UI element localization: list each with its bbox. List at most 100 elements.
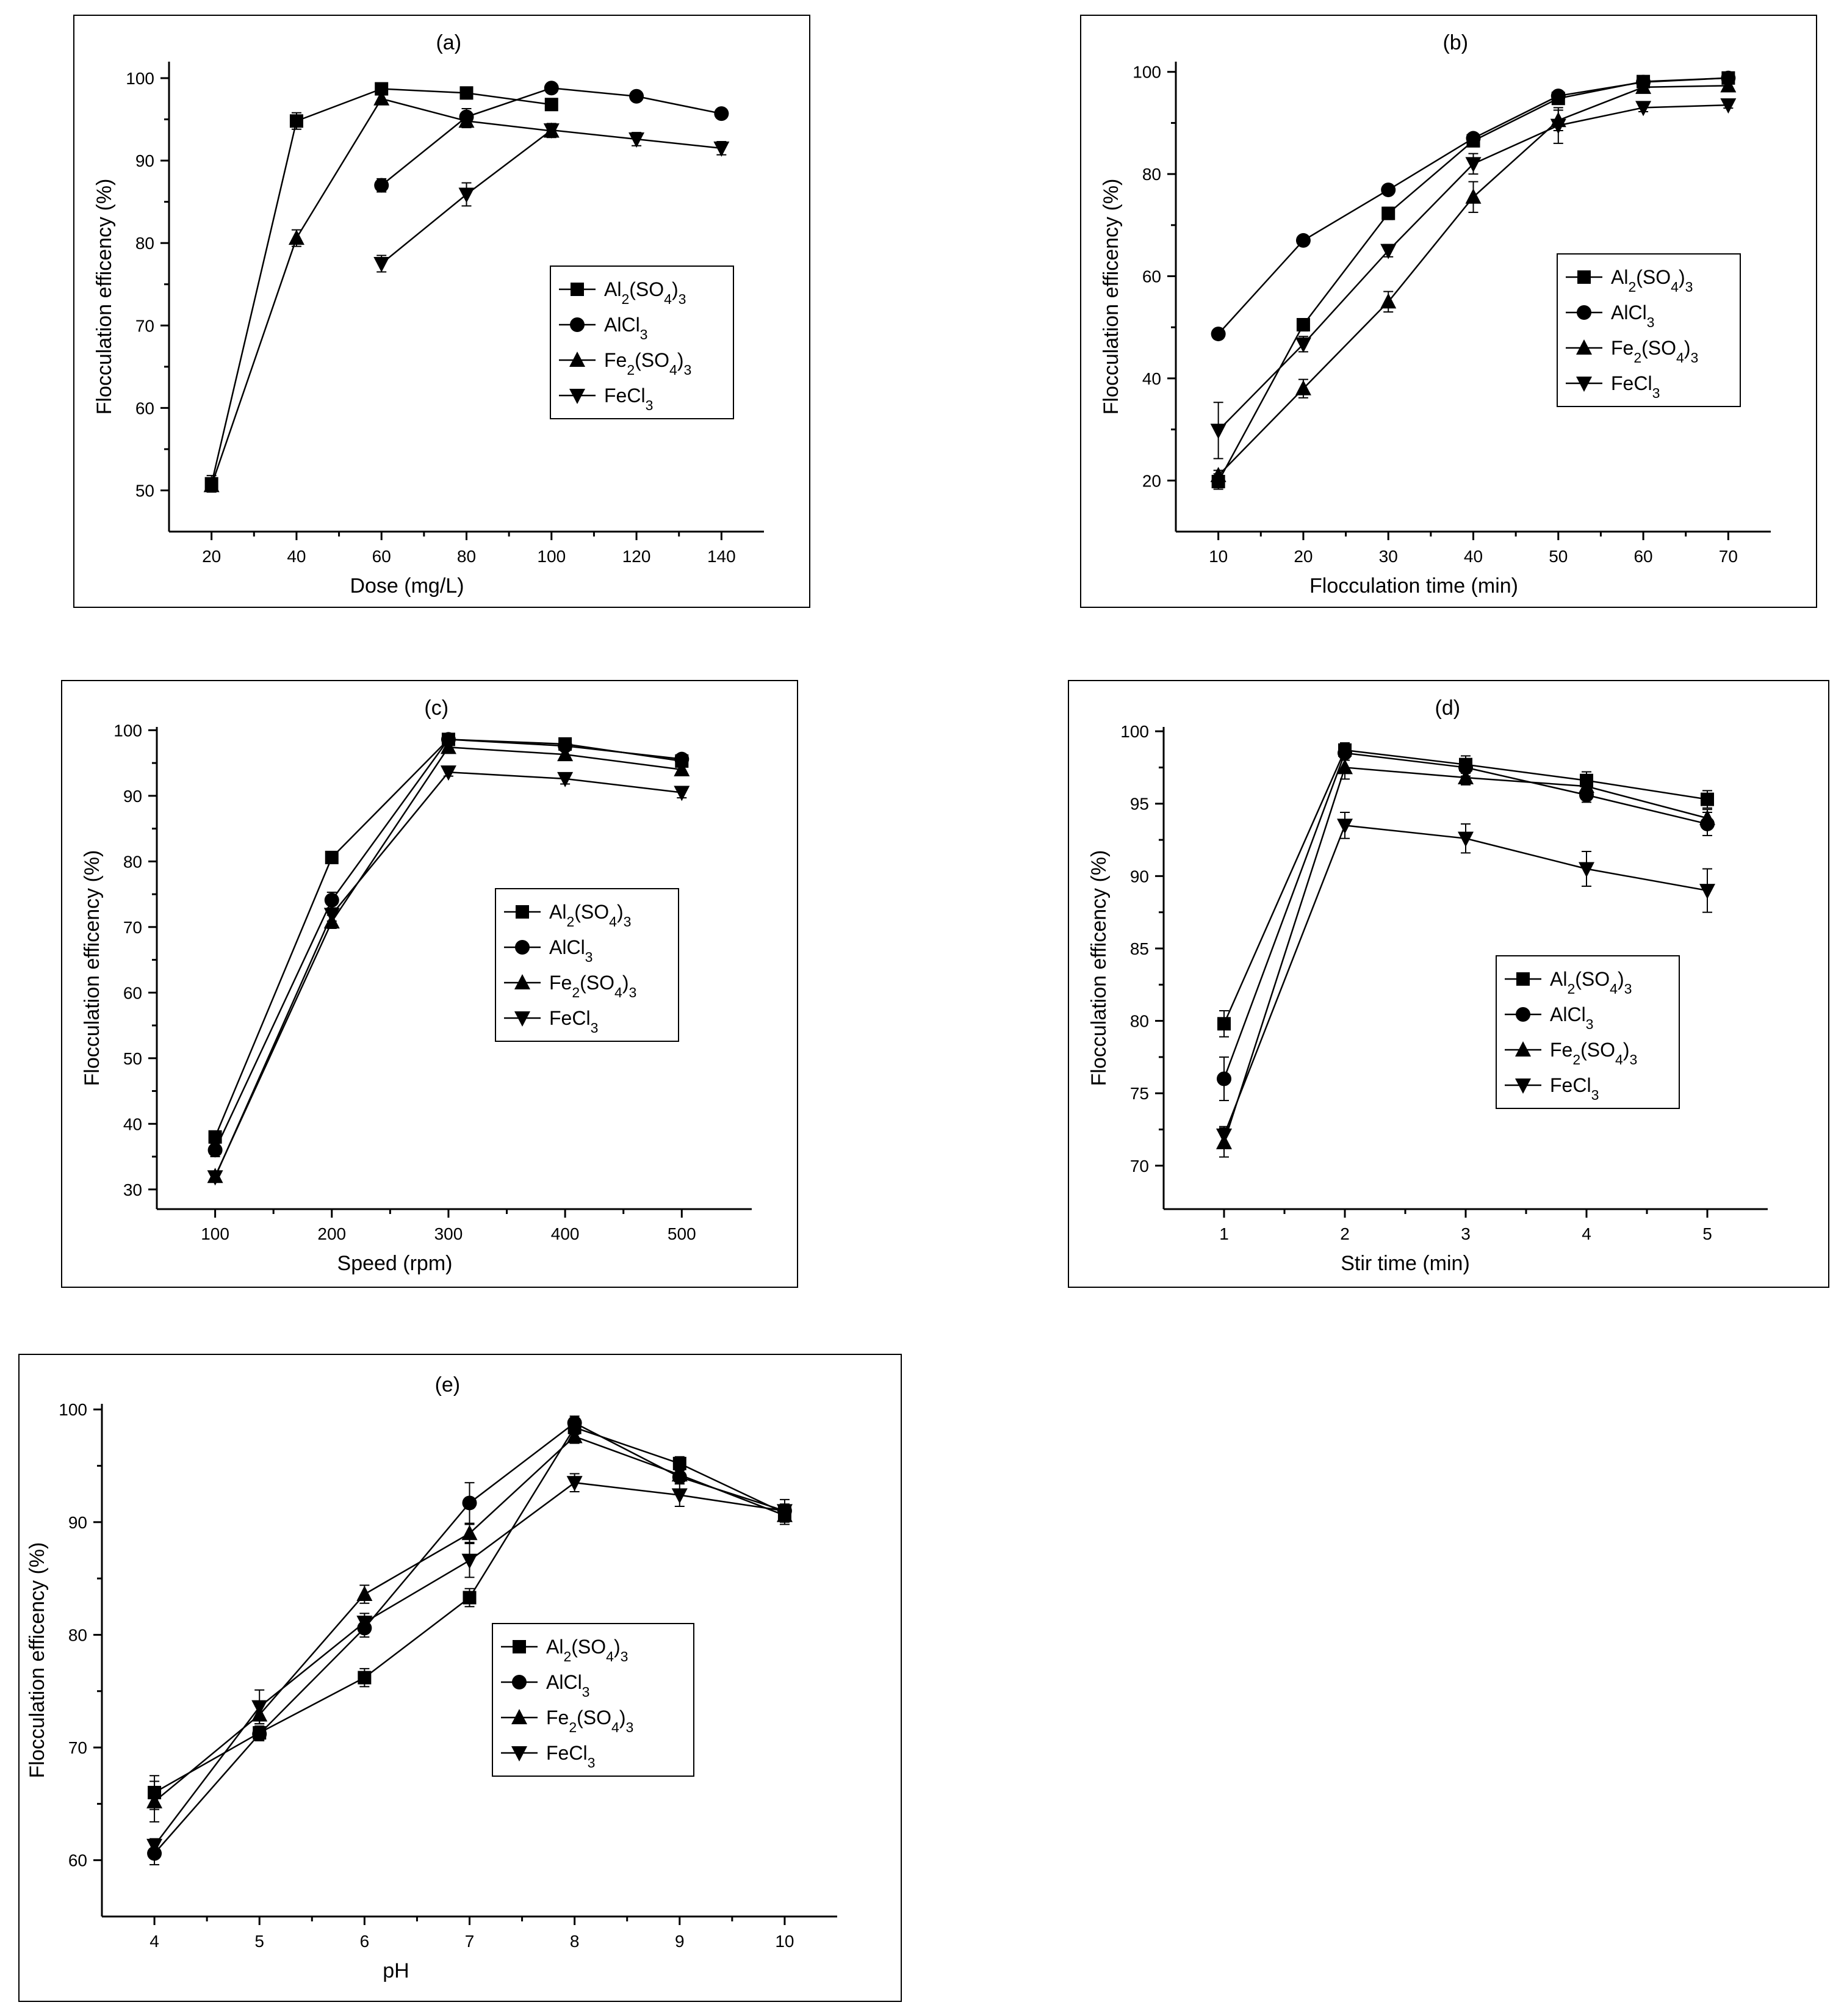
legend-marker: [570, 317, 585, 332]
x-axis-title: pH: [383, 1959, 409, 1982]
data-point: [356, 1616, 373, 1631]
y-tick-label: 50: [135, 481, 154, 500]
y-tick-label: 20: [1142, 471, 1161, 490]
legend-label: Fe2(SO4)3: [1550, 1039, 1637, 1068]
legend-marker: [511, 1746, 527, 1761]
data-point: [714, 106, 729, 121]
y-tick-label: 80: [1130, 1012, 1149, 1031]
x-tick-label: 500: [668, 1224, 696, 1243]
y-tick-label: 40: [123, 1115, 142, 1133]
data-point: [373, 256, 390, 272]
data-point: [557, 771, 574, 787]
data-point: [672, 1456, 686, 1470]
x-tick-label: 10: [775, 1932, 794, 1951]
data-point: [1550, 118, 1566, 134]
panel-label: (a): [436, 31, 461, 54]
data-point: [1210, 466, 1226, 482]
data-point: [288, 229, 304, 245]
data-point: [1210, 424, 1226, 439]
data-point: [1296, 318, 1310, 332]
legend-label: AlCl3: [549, 936, 592, 965]
data-point: [458, 112, 475, 128]
x-tick-label: 4: [1582, 1224, 1591, 1243]
y-tick-label: 60: [1142, 267, 1161, 286]
data-point: [458, 187, 475, 203]
x-tick-label: 1: [1219, 1224, 1229, 1243]
y-tick-label: 100: [1120, 722, 1149, 741]
data-point: [1550, 89, 1566, 104]
x-axis-title: Flocculation time (min): [1309, 574, 1518, 598]
legend-marker: [514, 1011, 530, 1027]
legend-marker: [1516, 1007, 1530, 1022]
legend-label: Al2(SO4)3: [549, 901, 631, 930]
data-point: [1635, 101, 1652, 117]
legend-label: Al2(SO4)3: [546, 1636, 628, 1664]
legend-marker: [512, 1675, 527, 1689]
series-line: [211, 98, 552, 486]
data-point: [674, 786, 690, 801]
data-point: [459, 86, 474, 100]
data-point: [203, 477, 220, 493]
y-tick-label: 40: [1142, 369, 1161, 388]
legend-label: FeCl3: [546, 1742, 595, 1771]
data-point: [1217, 1071, 1231, 1086]
x-tick-label: 300: [434, 1224, 463, 1243]
legend-label: FeCl3: [1550, 1074, 1599, 1103]
data-point: [207, 1143, 223, 1158]
data-point: [1381, 206, 1396, 220]
y-tick-label: 80: [1142, 165, 1161, 184]
data-point: [323, 908, 340, 923]
data-point: [1381, 182, 1396, 198]
data-point: [1720, 98, 1737, 114]
x-tick-label: 2: [1340, 1224, 1350, 1243]
legend-marker: [1515, 1078, 1531, 1094]
legend-marker: [515, 940, 530, 955]
data-point: [1458, 760, 1473, 775]
data-point: [375, 82, 389, 96]
series-line: [211, 88, 552, 484]
y-tick-label: 60: [123, 983, 142, 1002]
data-point: [1701, 792, 1714, 806]
legend-label: FeCl3: [604, 385, 653, 413]
x-tick-label: 60: [1633, 547, 1652, 566]
series-3: [373, 123, 730, 273]
y-tick-label: 70: [1130, 1157, 1149, 1176]
data-point: [252, 1726, 267, 1741]
y-tick-label: 85: [1130, 939, 1149, 958]
x-tick-label: 8: [570, 1932, 580, 1951]
x-tick-label: 140: [707, 547, 736, 566]
x-tick-label: 40: [287, 547, 306, 566]
legend-label: Al2(SO4)3: [1611, 266, 1693, 295]
panel-label: (e): [435, 1373, 461, 1396]
legend-marker: [571, 283, 584, 296]
y-tick-label: 100: [126, 69, 154, 88]
data-point: [1337, 818, 1353, 834]
panel-label: (b): [1442, 31, 1468, 54]
data-point: [1295, 337, 1311, 353]
x-tick-label: 4: [149, 1932, 159, 1951]
chart-panel-e: 4 5 6 7 8 9 10 60 70 80 90 100 (e) pH Flocculation eff…: [18, 1354, 902, 2002]
legend-marker: [1577, 305, 1591, 320]
data-point: [1458, 831, 1474, 847]
data-point: [1295, 380, 1311, 396]
series-3: [146, 1473, 793, 1854]
data-point: [462, 1495, 477, 1511]
x-tick-label: 100: [537, 547, 566, 566]
data-point: [289, 114, 303, 128]
data-point: [1380, 244, 1397, 259]
data-point: [544, 98, 558, 112]
legend: Al2(SO4)3 AlCl3 Fe2(SO4)3 FeCl3: [492, 1623, 694, 1777]
data-point: [1720, 77, 1737, 93]
x-tick-label: 6: [360, 1932, 370, 1951]
data-point: [358, 1671, 372, 1685]
data-point: [671, 1466, 688, 1482]
y-tick-label: 100: [113, 721, 142, 740]
y-tick-label: 30: [123, 1180, 142, 1199]
x-tick-label: 20: [202, 547, 221, 566]
x-tick-label: 3: [1461, 1224, 1471, 1243]
data-point: [251, 1700, 268, 1716]
chart-panel-d: 1 2 3 4 5 70 75 80 85 90 95 100 (d) Stir time (min) Fl…: [1068, 680, 1829, 1288]
series-3: [1216, 811, 1715, 1145]
series-line: [381, 129, 722, 264]
y-tick-label: 70: [123, 918, 142, 937]
